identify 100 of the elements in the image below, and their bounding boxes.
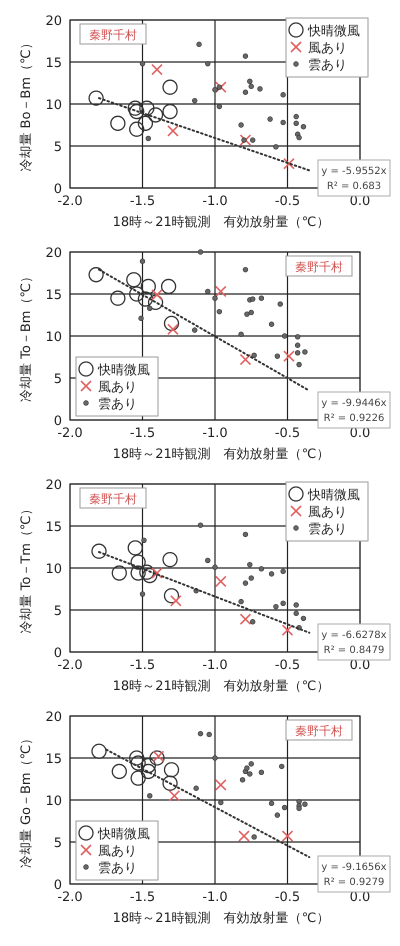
y-tick-label: 20 [45,14,62,29]
point [282,804,288,810]
legend-label: 快晴微風 [307,24,360,39]
x-tick-label: -0.5 [274,890,300,905]
point [168,790,180,802]
x-tick-label: -2.0 [57,890,83,905]
point [274,353,280,359]
point [296,806,302,812]
point [205,288,210,294]
point [280,600,286,606]
point [238,830,250,842]
point [129,122,144,137]
point [242,580,248,586]
point [258,770,264,775]
annotation: y = -9.9446x [321,398,387,409]
point [294,120,299,126]
point [274,812,280,818]
point [162,80,178,95]
annotation: 秦野千村 [295,724,343,738]
y-tick-label: 0 [54,414,62,429]
point [278,301,283,307]
point [216,308,222,314]
x-tick-label: -1.0 [202,194,228,209]
legend-label: 雲あり [308,522,347,537]
point [129,750,144,766]
legend-label: 風あり [308,505,347,520]
point [138,116,154,131]
point [198,522,204,528]
y-tick-label: 15 [45,56,62,71]
point [283,350,295,362]
point [167,125,179,137]
point [240,613,252,626]
point [216,104,222,110]
point [240,134,252,146]
point [238,122,244,128]
point [91,544,107,559]
y-tick-label: 20 [45,246,62,261]
point [212,755,218,761]
point [160,278,176,294]
y-axis-title: 冷却量 Bo－Bm（℃） [19,36,34,172]
annotation: R² = 0.683 [326,181,382,192]
y-tick-label: 5 [54,604,62,619]
point [112,764,127,780]
point [258,566,264,572]
y-tick-label: 10 [45,330,62,345]
y-tick-label: 5 [54,836,62,851]
y-tick-label: 10 [45,98,62,113]
point [128,100,143,116]
point [126,272,142,288]
point [296,798,302,804]
annotation: 秦野千村 [295,260,343,274]
point [148,107,164,123]
y-tick-label: 0 [54,878,62,893]
x-tick-label: -1.5 [130,426,156,441]
point [130,755,146,771]
y-tick-label: 5 [54,140,62,155]
point [238,598,244,604]
annotation: y = -5.9552x [321,166,387,177]
point [280,568,286,574]
point [302,349,308,355]
point [296,362,302,368]
point [294,602,299,608]
point [193,786,199,791]
point [138,291,154,307]
point [242,53,248,59]
point [215,779,227,791]
x-axis-title: 18時～21時観測 有効放射量（℃） [112,679,330,694]
point [139,564,154,580]
point [206,732,212,738]
legend-label: 雲あり [98,861,137,876]
point [205,60,210,66]
x-axis-title: 18時～21時観測 有効放射量（℃） [112,447,330,462]
point [300,616,306,622]
y-tick-label: 20 [45,478,62,493]
point [215,81,227,93]
point [192,327,198,333]
point [198,249,204,255]
y-tick-label: 5 [54,372,62,387]
legend-label: 雲あり [98,397,137,412]
point [129,286,144,302]
point [142,568,158,584]
x-tick-label: -0.5 [274,426,300,441]
point [140,591,146,597]
point [267,116,273,122]
point [247,78,252,84]
point [162,104,178,120]
point [205,558,210,564]
y-tick-label: 0 [54,182,62,197]
annotation: 秦野千村 [89,28,137,42]
x-tick-label: -1.0 [202,890,228,905]
point [91,744,107,759]
point [283,158,295,170]
point [294,350,300,356]
point [162,776,178,791]
point [251,834,257,840]
x-tick-label: -0.5 [274,658,300,673]
legend-label: 快晴微風 [97,363,150,378]
x-tick-label: -2.0 [57,658,83,673]
legend-label: 快晴微風 [97,827,150,842]
y-axis-title: 冷却量 To－Tm（℃） [19,502,34,634]
